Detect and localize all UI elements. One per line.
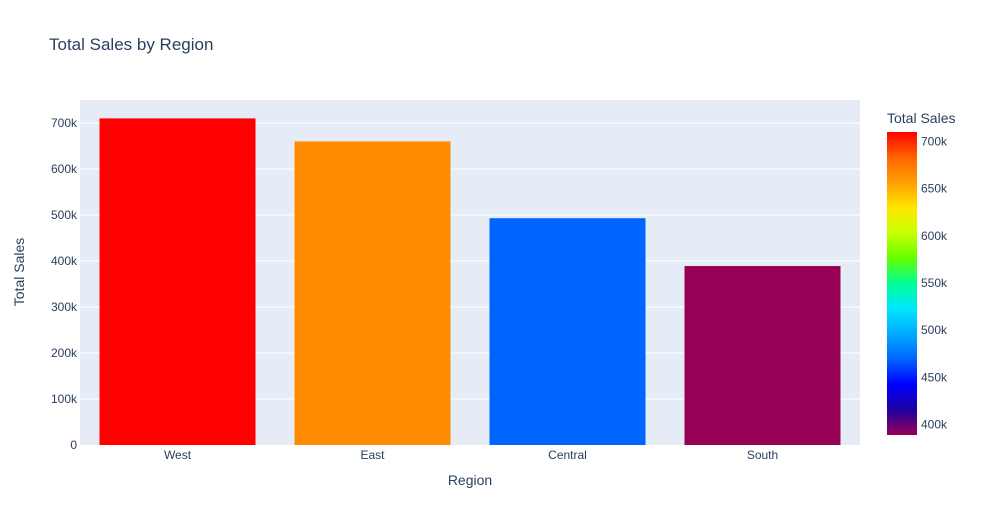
bar-east: [294, 141, 451, 445]
bar-south: [684, 266, 841, 445]
x-axis-title: Region: [448, 472, 492, 488]
y-tick-label: 700k: [51, 116, 78, 130]
y-axis-ticks: 0 100k 200k 300k 400k 500k 600k 700k: [51, 116, 78, 452]
colorbar-tick-label: 550k: [921, 276, 948, 290]
colorbar-tick-label: 500k: [921, 323, 948, 337]
colorbar-tick-label: 650k: [921, 182, 948, 196]
bar-central: [489, 218, 646, 445]
colorbar-tick-label: 450k: [921, 370, 948, 384]
x-tick-label: East: [360, 448, 385, 462]
bars: [99, 118, 841, 446]
colorbar-tick-label: 600k: [921, 229, 948, 243]
chart-title: Total Sales by Region: [49, 35, 213, 54]
y-tick-label: 0: [70, 438, 77, 452]
y-tick-label: 400k: [51, 254, 78, 268]
colorbar: [887, 132, 917, 435]
colorbar-ticks: 400k 450k 500k 550k 600k 650k 700k: [921, 134, 948, 431]
y-tick-label: 100k: [51, 392, 78, 406]
colorbar-tick-label: 400k: [921, 418, 948, 432]
y-axis-title: Total Sales: [11, 238, 27, 306]
y-tick-label: 600k: [51, 162, 78, 176]
bar-west: [99, 118, 256, 446]
colorbar-tick-label: 700k: [921, 134, 948, 148]
x-tick-label: Central: [548, 448, 587, 462]
x-axis-ticks: West East Central South: [164, 448, 778, 462]
y-tick-label: 300k: [51, 300, 78, 314]
y-tick-label: 500k: [51, 208, 78, 222]
x-tick-label: West: [164, 448, 192, 462]
x-tick-label: South: [747, 448, 778, 462]
y-tick-label: 200k: [51, 346, 78, 360]
colorbar-title: Total Sales: [887, 110, 955, 126]
